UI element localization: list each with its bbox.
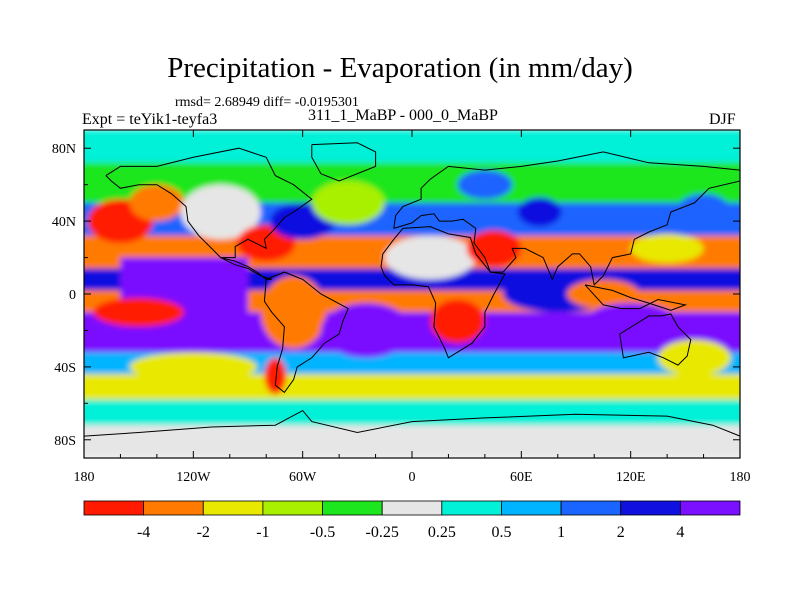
x-axis: 180 120W 60W 0 60E 120E 180 — [74, 130, 751, 485]
stats-text: rmsd= 2.68949 diff= -0.0195301 — [175, 95, 359, 110]
x-tick-label: 60E — [510, 470, 533, 485]
field-blob-16 — [585, 303, 677, 340]
x-tick-label: 60W — [289, 470, 317, 485]
colorbar-swatch — [262, 500, 323, 516]
colorbar: -4 -2 -1 -0.5 -0.25 0.25 0.5 1 2 4 — [83, 500, 741, 541]
colorbar-swatch — [202, 500, 264, 516]
colorbar-label: 1 — [557, 524, 565, 541]
field-blob-10 — [430, 299, 485, 344]
y-tick-label: 0 — [69, 288, 76, 303]
y-tick-label: 40S — [54, 361, 76, 376]
coastline-north-america — [105, 147, 313, 259]
coastline-europe-asia — [393, 151, 740, 286]
y-tick-label: 40N — [52, 215, 76, 230]
field-blob-1 — [129, 184, 185, 222]
colorbar-swatch — [679, 500, 741, 516]
x-tick-label: 120E — [616, 470, 646, 485]
colorbar-label: 0.25 — [428, 524, 456, 541]
colorbar-swatch — [143, 500, 204, 516]
colorbar-label: -0.5 — [310, 524, 335, 541]
field-blob-6 — [260, 275, 327, 349]
colorbar-label: 2 — [617, 524, 625, 541]
field-blob-8 — [320, 303, 413, 358]
colorbar-label: -0.25 — [366, 524, 399, 541]
x-tick-label: 120W — [176, 470, 211, 485]
colorbar-swatch — [560, 500, 622, 516]
colorbar-swatch — [322, 500, 383, 516]
field-blob-19 — [676, 193, 731, 231]
colorbar-label: 0.5 — [491, 524, 511, 541]
season-label: DJF — [709, 111, 736, 128]
field-blob-9 — [384, 235, 476, 280]
field-blob-21 — [93, 297, 185, 327]
colorbar-swatch — [620, 500, 681, 516]
coastline-central-america — [220, 257, 272, 280]
x-tick-label: 0 — [409, 470, 416, 485]
field-blob-17 — [630, 233, 704, 264]
coastline-greenland — [311, 142, 377, 182]
coastline-south-america — [263, 271, 349, 394]
x-tick-label: 180 — [74, 470, 95, 485]
y-tick-label: 80N — [52, 142, 76, 157]
coastline-africa — [380, 226, 506, 359]
field-blob-2 — [180, 184, 261, 240]
chart-title: Precipitation - Evaporation (in mm/day) — [167, 52, 633, 84]
experiment-label: Expt = teYik1-teyfa3 — [82, 111, 218, 128]
coastline-indonesia — [584, 284, 688, 311]
colorbar-swatch — [441, 500, 502, 516]
colorbar-label: -2 — [197, 524, 210, 541]
field-band-10 — [84, 399, 740, 426]
field-blob-15 — [566, 279, 640, 309]
field-blob-7 — [264, 357, 287, 395]
field-blob-18 — [658, 339, 731, 376]
y-tick-label: 80S — [54, 434, 76, 449]
coastline-antarctica — [84, 409, 740, 437]
field-blob-20 — [129, 352, 258, 382]
colorbar-label: -1 — [256, 524, 269, 541]
field-blob-12 — [457, 170, 513, 200]
colorbar-swatch — [381, 500, 443, 516]
coastline-australia — [619, 313, 692, 366]
colorbar-swatch — [501, 500, 562, 516]
x-tick-label: 180 — [730, 470, 751, 485]
field-blob-5 — [311, 181, 385, 225]
coastlines — [84, 142, 740, 437]
y-axis: 80N 40N 0 40S 80S — [52, 142, 740, 449]
field-blob-11 — [466, 230, 522, 267]
case-label: 311_1_MaBP - 000_0_MaBP — [308, 107, 498, 124]
colorbar-label: 4 — [676, 524, 684, 541]
field-blob-13 — [517, 197, 562, 227]
contour-field — [84, 130, 740, 458]
colorbar-swatch — [83, 500, 145, 516]
colorbar-label: -4 — [137, 524, 150, 541]
